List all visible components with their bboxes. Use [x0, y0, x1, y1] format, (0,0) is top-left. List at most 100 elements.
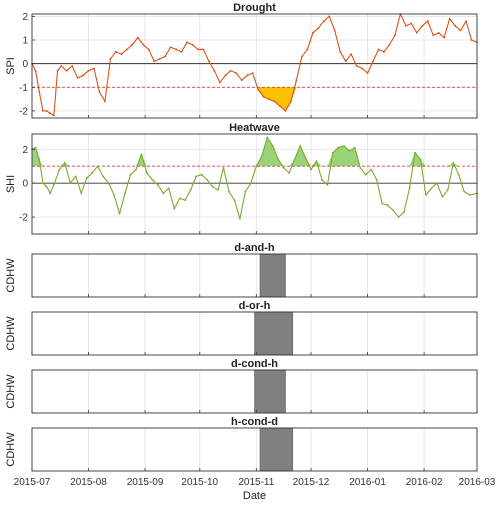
data-point: [421, 24, 424, 27]
data-point: [386, 204, 389, 207]
data-point: [131, 43, 134, 46]
data-point: [235, 72, 238, 74]
data-point: [76, 76, 79, 79]
data-point: [208, 60, 210, 63]
data-point: [348, 150, 351, 152]
data-point: [268, 98, 270, 100]
y-tick-label: 0: [22, 179, 28, 190]
data-point: [454, 24, 457, 27]
y-tick-label: 2: [22, 12, 28, 23]
y-tick-label: 0: [22, 59, 28, 70]
data-point: [457, 173, 460, 176]
data-point: [408, 187, 411, 190]
data-point: [311, 32, 314, 34]
data-point: [415, 32, 418, 34]
x-tick-label: 2015-09: [127, 477, 164, 488]
data-point: [355, 65, 358, 67]
data-point: [273, 100, 276, 103]
data-point: [142, 43, 145, 46]
data-point: [52, 183, 55, 186]
data-point: [191, 43, 194, 46]
data-point: [189, 189, 192, 191]
data-point: [317, 27, 320, 30]
data-point: [279, 105, 281, 108]
data-point: [56, 69, 59, 72]
y-axis-label: CDHW: [5, 432, 17, 467]
data-point: [370, 168, 373, 171]
data-point: [337, 146, 340, 149]
data-point: [271, 144, 274, 147]
data-point: [151, 178, 154, 181]
data-point: [114, 50, 117, 53]
data-point: [244, 190, 247, 193]
data-point: [63, 161, 66, 164]
panel-d-or-h: d-or-h CDHW: [5, 300, 478, 356]
data-point: [49, 192, 52, 195]
data-point: [98, 91, 101, 93]
data-point: [459, 29, 462, 32]
plot-background: [32, 14, 477, 118]
data-point: [45, 110, 48, 112]
data-point: [167, 187, 170, 190]
data-point: [375, 178, 378, 181]
data-point: [107, 182, 110, 185]
data-point: [304, 156, 307, 159]
data-point: [306, 48, 309, 51]
data-point: [65, 69, 68, 72]
data-point: [414, 151, 416, 154]
data-point: [441, 195, 444, 198]
data-point: [34, 69, 37, 72]
data-point: [364, 173, 367, 176]
y-axis-label: CDHW: [5, 258, 17, 293]
data-point: [353, 146, 356, 149]
data-point: [136, 36, 139, 39]
data-point: [164, 55, 167, 58]
data-point: [310, 168, 312, 171]
data-point: [218, 81, 221, 84]
data-point: [419, 158, 422, 161]
plot-frame: [31, 369, 478, 414]
data-point: [228, 190, 230, 193]
data-point: [277, 158, 280, 161]
data-point: [153, 60, 156, 63]
data-point: [322, 20, 325, 22]
data-point: [125, 48, 128, 51]
data-point: [468, 194, 471, 196]
y-tick-label: -2: [19, 106, 28, 117]
data-point: [301, 55, 303, 58]
data-point: [404, 24, 407, 27]
x-tick-label: 2015-11: [238, 477, 274, 488]
data-point: [74, 175, 77, 178]
data-point: [140, 153, 143, 156]
data-point: [145, 172, 148, 174]
data-point: [452, 161, 455, 164]
data-point: [321, 178, 323, 181]
plot-frame: [31, 427, 478, 472]
panel-d-and-h: d-and-h CDHW: [5, 242, 478, 298]
data-point: [173, 207, 176, 210]
data-point: [344, 60, 347, 63]
data-point: [443, 36, 446, 39]
data-point: [381, 202, 384, 205]
data-point: [184, 199, 187, 202]
panel-drought: -2 -1 0 1 2 Drought SPI: [5, 2, 478, 119]
data-point: [403, 211, 405, 213]
y-tick-label: -2: [19, 213, 28, 224]
data-point: [202, 48, 205, 51]
data-point: [448, 17, 451, 20]
data-point: [394, 34, 396, 37]
data-point: [288, 172, 291, 174]
data-point: [437, 32, 440, 34]
data-point: [293, 158, 296, 161]
data-point: [361, 67, 364, 70]
data-point: [42, 110, 44, 112]
data-point: [426, 20, 429, 22]
data-point: [333, 29, 336, 32]
cdhw-event-bar: [254, 369, 286, 414]
data-point: [229, 69, 232, 72]
cdhw-event-bar: [259, 427, 294, 472]
data-point: [240, 79, 243, 82]
data-point: [222, 166, 225, 169]
data-point: [233, 199, 236, 202]
